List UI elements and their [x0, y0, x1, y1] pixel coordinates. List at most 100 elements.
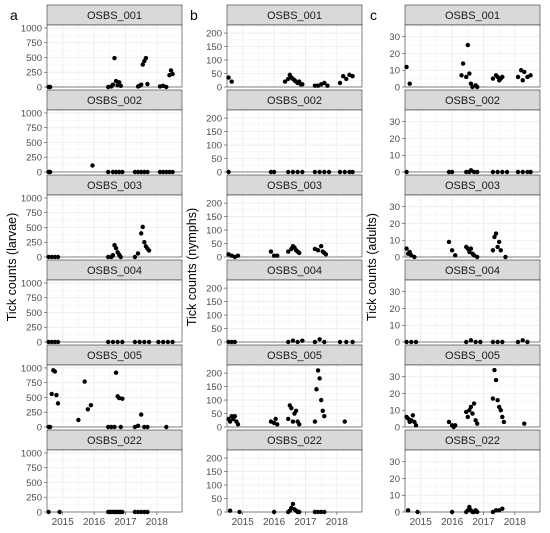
data-point: [160, 339, 166, 345]
data-point: [76, 417, 81, 423]
x-tick-label: 2015: [410, 517, 433, 528]
plot-area: [47, 280, 182, 342]
facet-strip-label: OSBS_002: [87, 95, 142, 107]
data-point: [47, 84, 53, 90]
plot-area: [227, 280, 362, 342]
y-tick-label: 250: [26, 153, 42, 164]
data-point: [167, 169, 172, 175]
data-point: [55, 254, 61, 260]
y-tick-label: 0: [37, 168, 42, 179]
plot-area: [47, 365, 182, 427]
panel-letter: c: [370, 7, 377, 23]
data-point: [145, 424, 150, 430]
data-point: [522, 69, 527, 75]
y-tick-label: 150: [206, 212, 222, 223]
data-point: [135, 423, 141, 429]
data-point: [132, 169, 138, 175]
y-tick-label: 50: [211, 409, 222, 420]
facet-osbs_022: OSBS_022 0 250 500 750 1000 2015 2016 2017 2018: [21, 429, 183, 528]
data-point: [289, 405, 294, 411]
data-point: [142, 169, 147, 175]
data-point: [522, 421, 527, 426]
y-tick-label: 0: [217, 508, 222, 519]
data-point: [46, 339, 51, 345]
data-point: [471, 169, 477, 175]
data-point: [282, 79, 288, 84]
x-tick-label: 2017: [294, 517, 317, 528]
data-point: [465, 42, 470, 48]
facet-osbs_005: OSBS_005 0 250 500 750 1000: [21, 344, 183, 434]
y-tick-label: 30: [389, 117, 400, 128]
data-point: [465, 414, 470, 420]
data-point: [312, 509, 318, 515]
data-point: [342, 169, 347, 175]
data-point: [110, 82, 116, 87]
data-point: [350, 74, 355, 79]
plot-frame: [404, 364, 541, 428]
data-point: [113, 370, 119, 375]
facet-osbs_003: OSBS_003 0 250 500 750 1000: [21, 174, 183, 264]
data-point: [453, 423, 458, 428]
data-point: [46, 254, 51, 260]
plot-area: [227, 365, 362, 427]
y-tick-label: 100: [206, 141, 222, 152]
y-tick-label: 150: [206, 382, 222, 393]
data-point: [500, 506, 505, 511]
data-point: [320, 408, 325, 414]
data-point: [337, 169, 343, 175]
plot-area: [405, 280, 540, 342]
data-point: [47, 424, 53, 430]
data-point: [464, 169, 469, 175]
data-point: [490, 248, 496, 253]
data-point: [501, 419, 507, 425]
data-point: [52, 254, 58, 260]
data-point: [515, 74, 521, 80]
y-tick-label: 200: [206, 369, 222, 380]
data-point: [464, 74, 469, 80]
data-point: [143, 55, 149, 61]
data-point: [407, 81, 412, 86]
y-tick-label: 0: [395, 83, 400, 94]
data-point: [446, 419, 452, 425]
y-tick-label: 20: [389, 474, 400, 485]
y-tick-label: 1000: [21, 448, 42, 459]
facet-strip-label: OSBS_005: [267, 350, 322, 362]
y-tick-label: 750: [26, 293, 42, 304]
plot-area: [47, 450, 182, 512]
data-point: [475, 254, 480, 260]
y-tick-label: 0: [37, 253, 42, 264]
data-point: [297, 509, 302, 515]
plot-area: [405, 110, 540, 172]
data-point: [297, 422, 302, 427]
facet-osbs_005: OSBS_005 0 50 100 150 200: [206, 344, 363, 434]
y-tick-label: 250: [26, 493, 42, 504]
data-point: [475, 509, 480, 515]
data-point: [120, 339, 125, 345]
data-point: [113, 245, 119, 251]
y-tick-label: 750: [26, 123, 42, 134]
data-point: [325, 83, 330, 88]
data-point: [413, 339, 419, 345]
data-point: [314, 387, 319, 392]
data-point: [235, 422, 241, 427]
data-point: [132, 509, 138, 515]
data-point: [322, 339, 327, 345]
plot-area: [227, 110, 362, 172]
data-point: [138, 82, 144, 87]
data-point: [465, 508, 470, 513]
data-point: [138, 169, 144, 175]
facet-strip-label: OSBS_001: [87, 10, 142, 22]
plot-frame: [404, 279, 541, 343]
y-tick-label: 150: [206, 42, 222, 53]
data-point: [118, 254, 123, 260]
y-tick-label: 10: [389, 321, 400, 332]
facet-osbs_004: OSBS_004 0 250 500 750 1000: [21, 259, 183, 349]
data-point: [326, 169, 332, 175]
data-point: [226, 75, 231, 80]
facet-strip-label: OSBS_022: [445, 435, 500, 447]
y-tick-label: 30: [389, 287, 400, 298]
facet-osbs_022: OSBS_022 0 10 20 30 2015 2016 2017 2018: [389, 429, 541, 528]
data-point: [85, 407, 91, 412]
